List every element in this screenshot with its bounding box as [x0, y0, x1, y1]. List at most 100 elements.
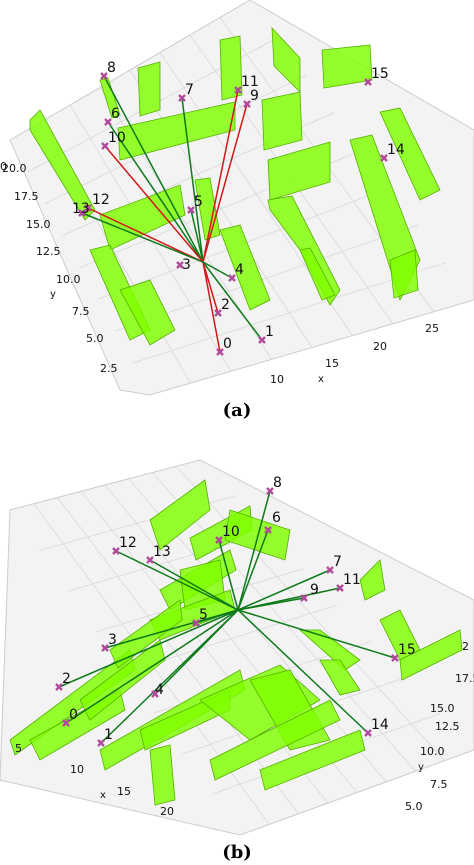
- point-marker-9: [300, 594, 308, 602]
- caption-b: (b): [222, 842, 252, 863]
- point-marker-7: [178, 94, 186, 102]
- point-label-5: 5: [199, 607, 208, 623]
- obstacle-wall: [359, 559, 386, 601]
- y-tick-label: 5.0: [405, 800, 423, 813]
- x-tick-label: 20: [160, 805, 174, 818]
- point-label-11: 11: [241, 74, 259, 90]
- point-label-1: 1: [104, 727, 113, 743]
- x-tick-label: 20: [373, 340, 387, 353]
- point-label-9: 9: [250, 88, 259, 104]
- path-to-point-0: [202, 261, 221, 353]
- point-label-0: 0: [69, 707, 78, 723]
- chart-0-walls: [29, 26, 441, 346]
- point-marker-5: [187, 206, 195, 214]
- point-marker-9: [243, 100, 251, 108]
- obstacle-wall: [137, 61, 161, 117]
- point-label-0: 0: [223, 336, 232, 352]
- path-to-point-8: [103, 75, 204, 263]
- path-to-point-4: [154, 609, 239, 695]
- x-tick-label: 10: [70, 763, 84, 776]
- point-label-1: 1: [265, 324, 274, 340]
- chart-1-paths: [58, 490, 396, 744]
- obstacle-wall: [119, 279, 176, 346]
- point-marker-14: [364, 729, 372, 737]
- obstacle-wall: [261, 91, 303, 151]
- y-tick-label: 2.5: [100, 362, 118, 375]
- obstacle-wall: [321, 44, 373, 89]
- point-marker-8: [266, 487, 274, 495]
- path-to-point-10: [104, 145, 204, 263]
- point-marker-4: [151, 690, 159, 698]
- point-label-14: 14: [371, 717, 389, 733]
- y-tick-label: 0: [0, 160, 7, 173]
- obstacle-wall: [149, 479, 211, 551]
- path-to-point-14: [237, 609, 369, 734]
- point-label-12: 12: [119, 535, 137, 551]
- x-tick-label: 5: [15, 742, 22, 755]
- path-to-point-15: [237, 609, 396, 659]
- point-label-6: 6: [272, 510, 281, 526]
- path-to-point-1: [202, 261, 263, 341]
- point-marker-10: [215, 536, 223, 544]
- point-marker-11: [336, 584, 344, 592]
- y-tick-label: 20.0: [2, 162, 27, 175]
- obstacle-wall: [149, 744, 176, 806]
- point-marker-10: [101, 142, 109, 150]
- y-tick-label: 10.0: [56, 273, 81, 286]
- path-to-point-11: [237, 587, 341, 611]
- point-marker-6: [264, 526, 272, 534]
- grid-line: [175, 465, 446, 761]
- point-label-10: 10: [108, 130, 126, 146]
- y-tick-label: 10.0: [420, 745, 445, 758]
- point-label-3: 3: [182, 257, 191, 273]
- y-tick-label: 15.0: [430, 702, 455, 715]
- obstacle-wall: [399, 629, 463, 681]
- path-to-point-13: [149, 559, 239, 611]
- path-to-point-5: [195, 609, 239, 624]
- point-marker-4: [228, 274, 236, 282]
- point-label-8: 8: [107, 60, 116, 76]
- point-marker-7: [326, 566, 334, 574]
- point-label-15: 15: [371, 66, 389, 82]
- caption-a: (a): [222, 400, 252, 421]
- obstacle-wall: [99, 184, 186, 251]
- chart-1-walls: [9, 479, 463, 806]
- path-to-point-10: [218, 539, 239, 611]
- point-label-12: 12: [92, 192, 110, 208]
- path-to-point-2: [202, 261, 219, 314]
- point-marker-8: [100, 72, 108, 80]
- obstacle-wall: [271, 26, 301, 93]
- point-label-7: 7: [333, 554, 342, 570]
- point-label-5: 5: [194, 194, 203, 210]
- obstacle-wall: [267, 141, 331, 201]
- point-label-3: 3: [108, 632, 117, 648]
- chart-panel-a: 0 1 2 3 4 5 6 7 8 9 10 11 12 13 14 15 10 15 20 25 2.5 5.0 7.5 1…: [0, 0, 474, 400]
- point-marker-2: [214, 309, 222, 317]
- x-tick-label: 25: [425, 322, 439, 335]
- path-to-point-8: [237, 490, 271, 611]
- point-label-9: 9: [310, 582, 319, 598]
- path-to-point-2: [58, 609, 239, 688]
- point-marker-3: [176, 261, 184, 269]
- path-to-point-7: [237, 569, 331, 611]
- point-marker-13: [78, 209, 86, 217]
- point-marker-1: [258, 336, 266, 344]
- point-label-8: 8: [273, 475, 282, 491]
- point-label-7: 7: [185, 82, 194, 98]
- x-axis-label: x: [100, 790, 106, 801]
- point-label-4: 4: [235, 262, 244, 278]
- y-tick-label: 5.0: [86, 332, 104, 345]
- y-axis-label: y: [50, 289, 56, 300]
- path-to-point-0: [65, 609, 239, 724]
- y-tick-label: 17.5: [14, 190, 39, 203]
- point-label-13: 13: [72, 201, 90, 217]
- point-marker-2: [55, 683, 63, 691]
- point-label-11: 11: [343, 572, 361, 588]
- y-tick-label: 15.0: [26, 218, 51, 231]
- y-tick-label: 12.5: [36, 245, 61, 258]
- y-tick-label: 17.5: [455, 672, 474, 685]
- point-label-10: 10: [222, 524, 240, 540]
- obstacle-wall: [219, 224, 271, 311]
